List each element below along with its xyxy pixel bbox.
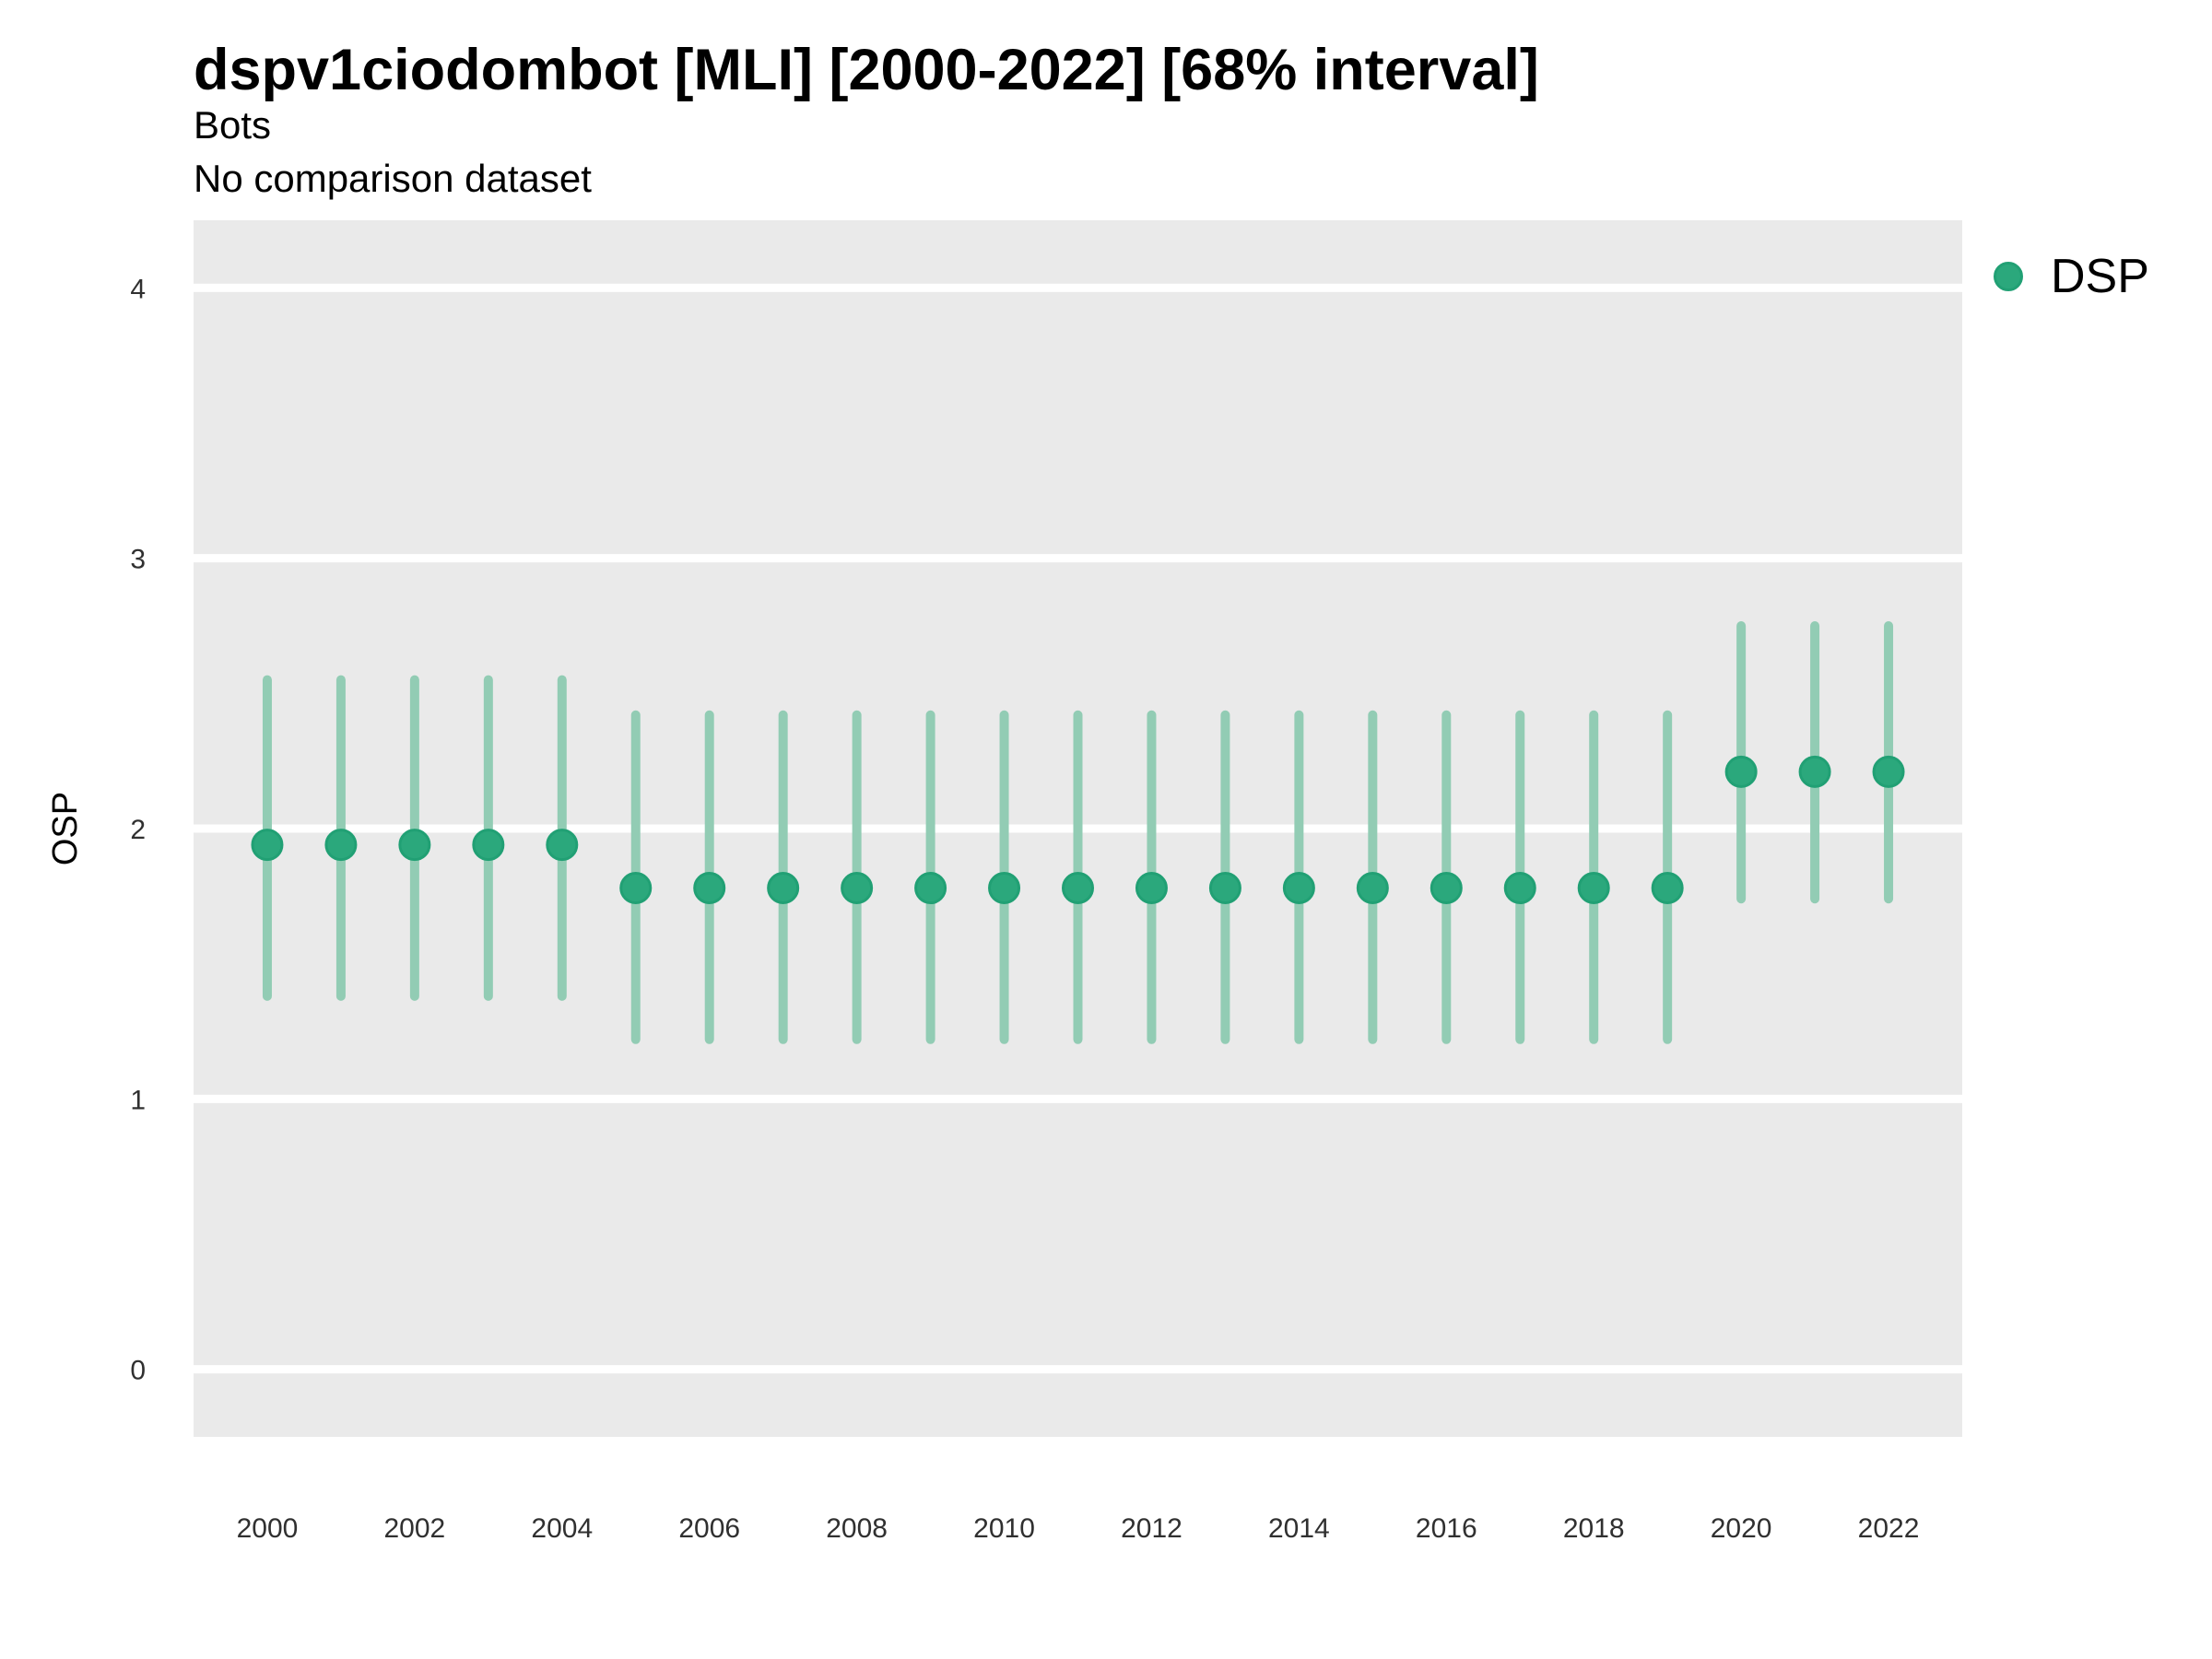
x-tick-label-2018: 2018 <box>1563 1513 1625 1544</box>
point-2004 <box>546 829 579 862</box>
point-2017 <box>1503 872 1536 905</box>
chart-title: dspv1ciodombot [MLI] [2000-2022] [68% in… <box>194 38 1539 102</box>
point-2002 <box>398 829 431 862</box>
point-2012 <box>1135 872 1168 905</box>
y-tick-label-3: 3 <box>130 545 146 575</box>
point-2013 <box>1208 872 1241 905</box>
gridline-4 <box>194 283 1962 292</box>
point-2018 <box>1577 872 1610 905</box>
point-2006 <box>693 872 726 905</box>
legend-point-icon <box>1994 262 2023 291</box>
point-2015 <box>1356 872 1389 905</box>
x-tick-label-2010: 2010 <box>973 1513 1035 1544</box>
point-2014 <box>1282 872 1315 905</box>
point-2008 <box>841 872 874 905</box>
chart-subtitle: Bots <box>194 103 272 147</box>
y-tick-label-2: 2 <box>130 815 146 845</box>
y-tick-label-4: 4 <box>130 274 146 304</box>
point-2022 <box>1872 755 1905 788</box>
point-2005 <box>619 872 653 905</box>
chart-caption: No comparison dataset <box>194 157 592 200</box>
x-tick-label-2020: 2020 <box>1711 1513 1772 1544</box>
x-tick-label-2000: 2000 <box>237 1513 299 1544</box>
point-2021 <box>1798 755 1831 788</box>
x-tick-label-2004: 2004 <box>531 1513 593 1544</box>
x-tick-label-2012: 2012 <box>1121 1513 1182 1544</box>
x-tick-label-2014: 2014 <box>1268 1513 1330 1544</box>
y-tick-label-1: 1 <box>130 1085 146 1115</box>
x-tick-label-2008: 2008 <box>826 1513 888 1544</box>
point-2003 <box>472 829 505 862</box>
point-2016 <box>1430 872 1463 905</box>
gridline-1 <box>194 1094 1962 1103</box>
x-tick-label-2016: 2016 <box>1416 1513 1477 1544</box>
point-2000 <box>251 829 284 862</box>
point-2009 <box>914 872 947 905</box>
point-2020 <box>1724 755 1758 788</box>
point-2007 <box>767 872 800 905</box>
point-2011 <box>1062 872 1094 905</box>
gridline-0 <box>194 1365 1962 1374</box>
legend: DSP <box>1994 250 2149 303</box>
point-2010 <box>988 872 1021 905</box>
x-tick-label-2022: 2022 <box>1858 1513 1920 1544</box>
gridline-3 <box>194 554 1962 563</box>
x-tick-label-2002: 2002 <box>384 1513 446 1544</box>
x-tick-label-2006: 2006 <box>678 1513 740 1544</box>
legend-dsp-label: DSP <box>2051 250 2149 303</box>
y-tick-label-0: 0 <box>130 1356 146 1386</box>
point-2001 <box>324 829 358 862</box>
point-2019 <box>1651 872 1684 905</box>
